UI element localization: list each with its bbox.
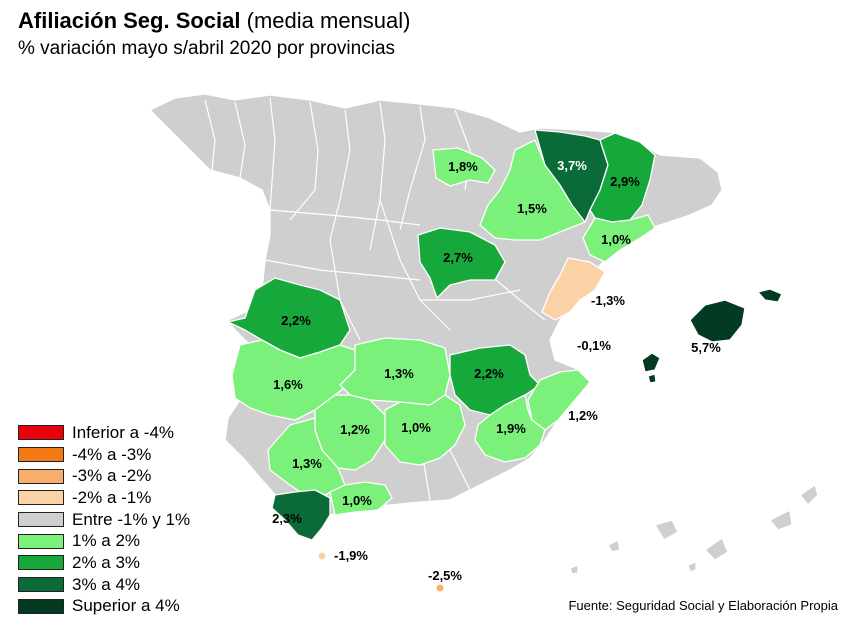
label-sevilla: 1,3% xyxy=(292,456,322,471)
legend-swatch xyxy=(18,425,64,441)
legend-swatch xyxy=(18,490,64,506)
legend-swatch xyxy=(18,533,64,549)
label-la-rioja: 1,8% xyxy=(448,159,478,174)
legend-swatch xyxy=(18,468,64,484)
legend-swatch xyxy=(18,598,64,614)
legend-label: -4% a -3% xyxy=(72,444,152,464)
label-soria: 2,7% xyxy=(443,250,473,265)
region-melilla xyxy=(436,584,444,592)
region-canarias-5 xyxy=(607,539,621,553)
label-badajoz: 1,6% xyxy=(273,377,303,392)
legend-item: -2% a -1% xyxy=(18,487,190,509)
label-castellon: -1,3% xyxy=(591,293,625,308)
legend-label: Superior a 4% xyxy=(72,596,180,616)
label-murcia: 1,9% xyxy=(496,421,526,436)
label-cadiz: 2,3% xyxy=(272,511,302,526)
legend-swatch xyxy=(18,447,64,463)
legend-label: 2% a 3% xyxy=(72,552,141,572)
label-tarragona: 1,0% xyxy=(601,232,631,247)
source-note: Fuente: Seguridad Social y Elaboración P… xyxy=(568,598,838,613)
label-lleida: 2,9% xyxy=(610,174,640,189)
legend-item: 1% a 2% xyxy=(18,530,190,552)
label-jaen: 1,0% xyxy=(401,420,431,435)
title-rest: (media mensual) xyxy=(240,8,411,33)
label-malaga: 1,0% xyxy=(342,493,372,508)
legend-item: -4% a -3% xyxy=(18,444,190,466)
legend: Inferior a -4% -4% a -3% -3% a -2% -2% a… xyxy=(18,422,190,617)
legend-swatch xyxy=(18,577,64,593)
legend-label: -3% a -2% xyxy=(72,466,152,486)
region-canarias-2 xyxy=(769,509,793,531)
region-murcia xyxy=(474,394,546,463)
legend-item: Entre -1% y 1% xyxy=(18,509,190,531)
legend-label: -2% a -1% xyxy=(72,487,152,507)
legend-item: Superior a 4% xyxy=(18,596,190,618)
label-cordoba: 1,2% xyxy=(340,422,370,437)
label-huesca: 3,7% xyxy=(557,158,587,173)
legend-item: 3% a 4% xyxy=(18,574,190,596)
legend-label: 1% a 2% xyxy=(72,531,141,551)
region-cadiz xyxy=(271,489,331,541)
legend-label: Inferior a -4% xyxy=(72,422,175,442)
legend-item: 2% a 3% xyxy=(18,552,190,574)
region-canarias-6 xyxy=(687,561,697,573)
legend-label: 3% a 4% xyxy=(72,574,141,594)
label-valencia: -0,1% xyxy=(577,338,611,353)
region-mallorca xyxy=(689,299,746,343)
label-albacete: 2,2% xyxy=(474,366,504,381)
value-labels: 1,8% 1,5% 3,7% 2,9% 1,0% 2,7% -1,3% -0,1… xyxy=(272,158,721,583)
label-ceuta: -1,9% xyxy=(334,548,368,563)
region-canarias-4 xyxy=(654,519,679,541)
legend-swatch xyxy=(18,555,64,571)
label-ciudad-real: 1,3% xyxy=(384,366,414,381)
legend-label: Entre -1% y 1% xyxy=(72,509,191,529)
region-castellon xyxy=(541,257,606,321)
region-soria xyxy=(417,227,506,299)
legend-swatch xyxy=(18,512,64,528)
map-title: Afiliación Seg. Social (media mensual) xyxy=(18,8,410,34)
region-jaen xyxy=(384,394,466,466)
label-caceres: 2,2% xyxy=(281,313,311,328)
label-baleares: 5,7% xyxy=(691,340,721,355)
region-ceuta xyxy=(318,552,326,560)
map-subtitle: % variación mayo s/abril 2020 por provin… xyxy=(18,38,396,59)
label-alicante: 1,2% xyxy=(568,408,598,423)
region-canarias-3 xyxy=(704,537,729,561)
legend-item: -3% a -2% xyxy=(18,465,190,487)
region-canarias-1 xyxy=(799,484,819,506)
region-ibiza xyxy=(641,352,661,373)
label-melilla: -2,5% xyxy=(428,568,462,583)
region-alicante xyxy=(527,369,591,431)
region-formentera xyxy=(647,373,657,384)
region-tarragona xyxy=(582,214,656,263)
label-navarra: 1,5% xyxy=(517,201,547,216)
region-menorca xyxy=(757,288,783,303)
title-bold: Afiliación Seg. Social xyxy=(18,8,241,33)
region-la-rioja xyxy=(432,147,496,187)
region-canarias-7 xyxy=(569,564,579,575)
region-malaga xyxy=(329,481,393,516)
legend-item: Inferior a -4% xyxy=(18,422,190,444)
